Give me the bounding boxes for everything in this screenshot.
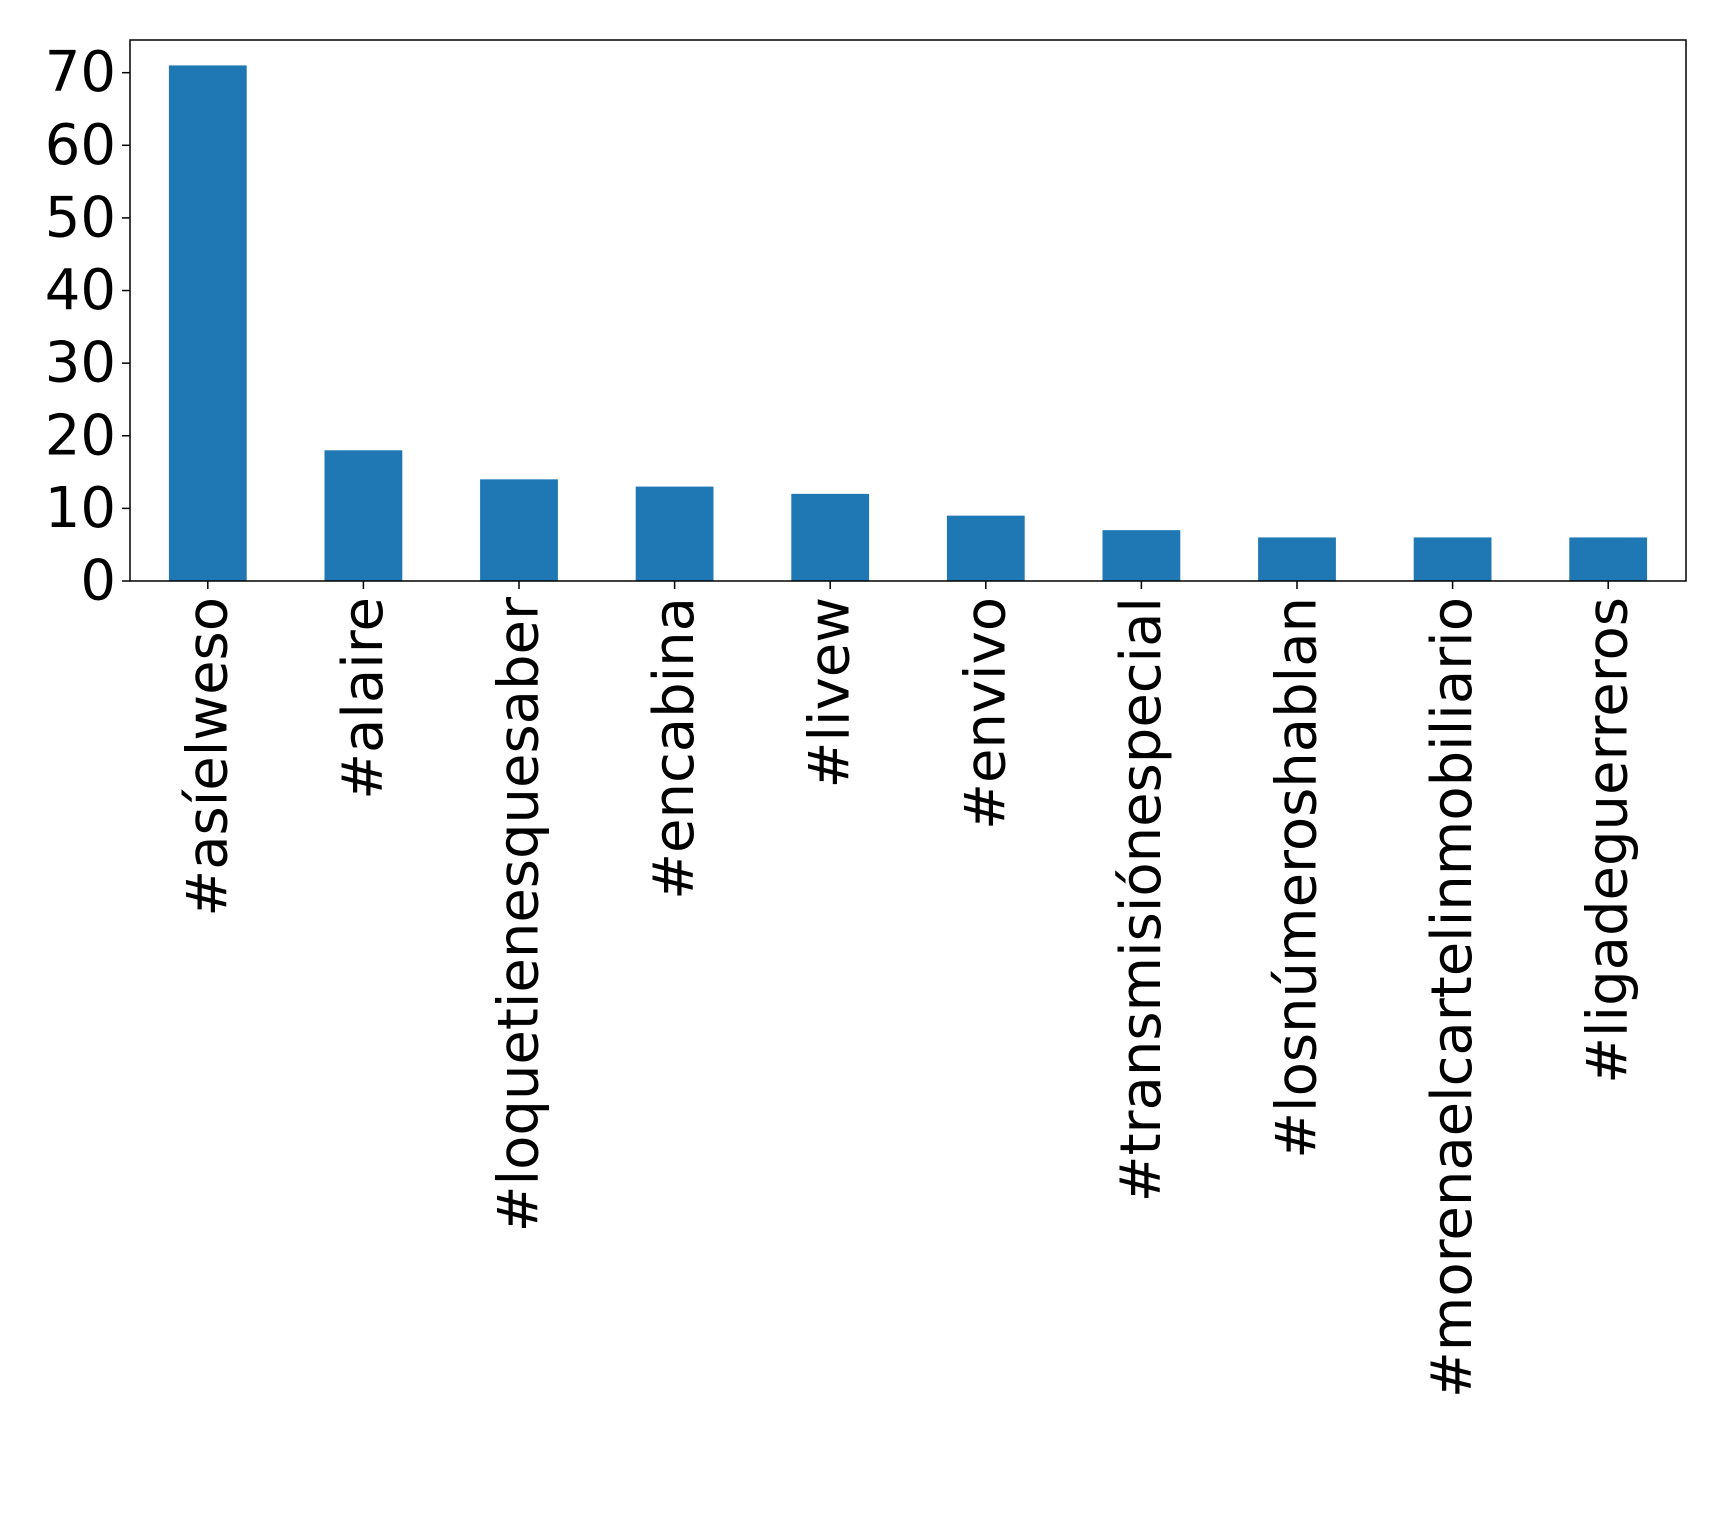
y-tick-label: 10 <box>45 476 116 541</box>
y-tick-label: 50 <box>45 185 116 250</box>
x-tick-label: #transmisiónespecial <box>1109 597 1174 1202</box>
x-tick-label: #losnúmeroshablan <box>1265 597 1330 1159</box>
x-tick-label: #alaire <box>331 597 396 800</box>
y-tick-label: 40 <box>45 258 116 323</box>
bar <box>635 486 714 581</box>
bar <box>1413 537 1492 581</box>
x-tick-label: #ligadeguerreros <box>1576 597 1641 1084</box>
bar <box>1569 537 1648 581</box>
x-axis-ticks: #asíelweso #alaire #loquetienesquesaber #en… <box>175 581 1641 1398</box>
x-tick-label: #asíelweso <box>175 597 240 917</box>
y-tick-label: 60 <box>45 113 116 178</box>
y-axis-ticks: 0 10 20 30 40 50 60 70 <box>45 40 130 614</box>
bar <box>791 493 870 581</box>
x-tick-label: #loquetienesquesaber <box>487 596 552 1232</box>
bar <box>480 479 558 581</box>
x-tick-label: #encabina <box>642 597 707 900</box>
bar <box>946 515 1025 581</box>
bar <box>324 450 403 581</box>
x-tick-label: #morenaelcartelinmobiliario <box>1420 597 1485 1398</box>
plot-frame <box>129 39 1687 582</box>
bar <box>1258 537 1336 581</box>
bar <box>1102 530 1181 581</box>
y-tick-label: 70 <box>45 40 116 105</box>
bar <box>168 65 247 581</box>
y-tick-label: 0 <box>80 549 116 614</box>
x-tick-label: #livew <box>798 597 863 788</box>
y-tick-label: 20 <box>45 403 116 468</box>
x-tick-label: #envivo <box>953 597 1018 830</box>
y-tick-label: 30 <box>45 331 116 396</box>
bars-group <box>168 65 1648 581</box>
